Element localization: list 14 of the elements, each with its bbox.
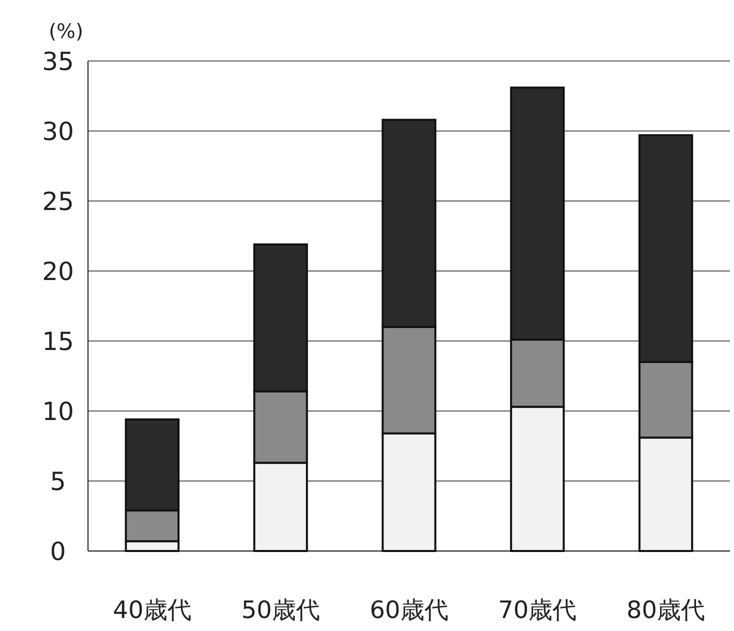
y-tick-label: 25 <box>42 187 74 216</box>
y-tick-label: 5 <box>50 467 66 496</box>
y-tick-label: 15 <box>42 327 74 356</box>
x-tick-label: 80歳代 <box>626 596 706 624</box>
y-tick-label: 30 <box>42 117 74 146</box>
y-tick-label: 0 <box>50 537 66 566</box>
x-tick-label: 50歳代 <box>241 596 320 624</box>
y-tick-label: 35 <box>42 47 74 76</box>
x-tick-label: 40歳代 <box>112 596 192 624</box>
x-tick-label: 60歳代 <box>370 596 448 624</box>
y-tick-label: 10 <box>42 397 74 426</box>
x-tick-label: 70歳代 <box>498 596 577 624</box>
y-axis-title: (%) <box>48 19 84 43</box>
y-tick-label: 20 <box>42 257 74 286</box>
